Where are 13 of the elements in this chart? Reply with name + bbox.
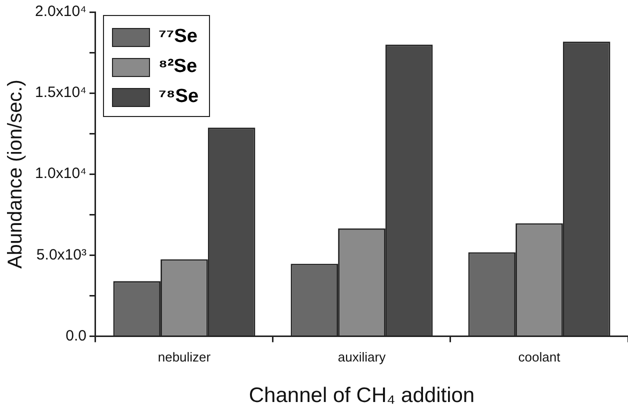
x-tick-label: auxiliary [338,350,386,365]
y-tick-label: 5.0x10³ [36,246,86,264]
x-axis-title: Channel of CH₄ addition [248,384,475,408]
y-tick-label: 2.0x10⁴ [35,3,86,20]
y-tick-label: 1.0x10⁴ [35,165,86,182]
x-tick-label: nebulizer [158,350,212,365]
y-tick-label: 0.0 [66,327,86,344]
y-tick-label: 1.5x10⁴ [35,84,86,102]
legend-label: ⁸²Se [158,56,198,78]
x-tick-label: coolant [518,350,561,365]
y-axis-title: Abundance (ion/sec.) [4,80,27,269]
legend-label: ⁷⁷Se [158,26,198,48]
legend-label: ⁷⁸Se [158,86,199,108]
